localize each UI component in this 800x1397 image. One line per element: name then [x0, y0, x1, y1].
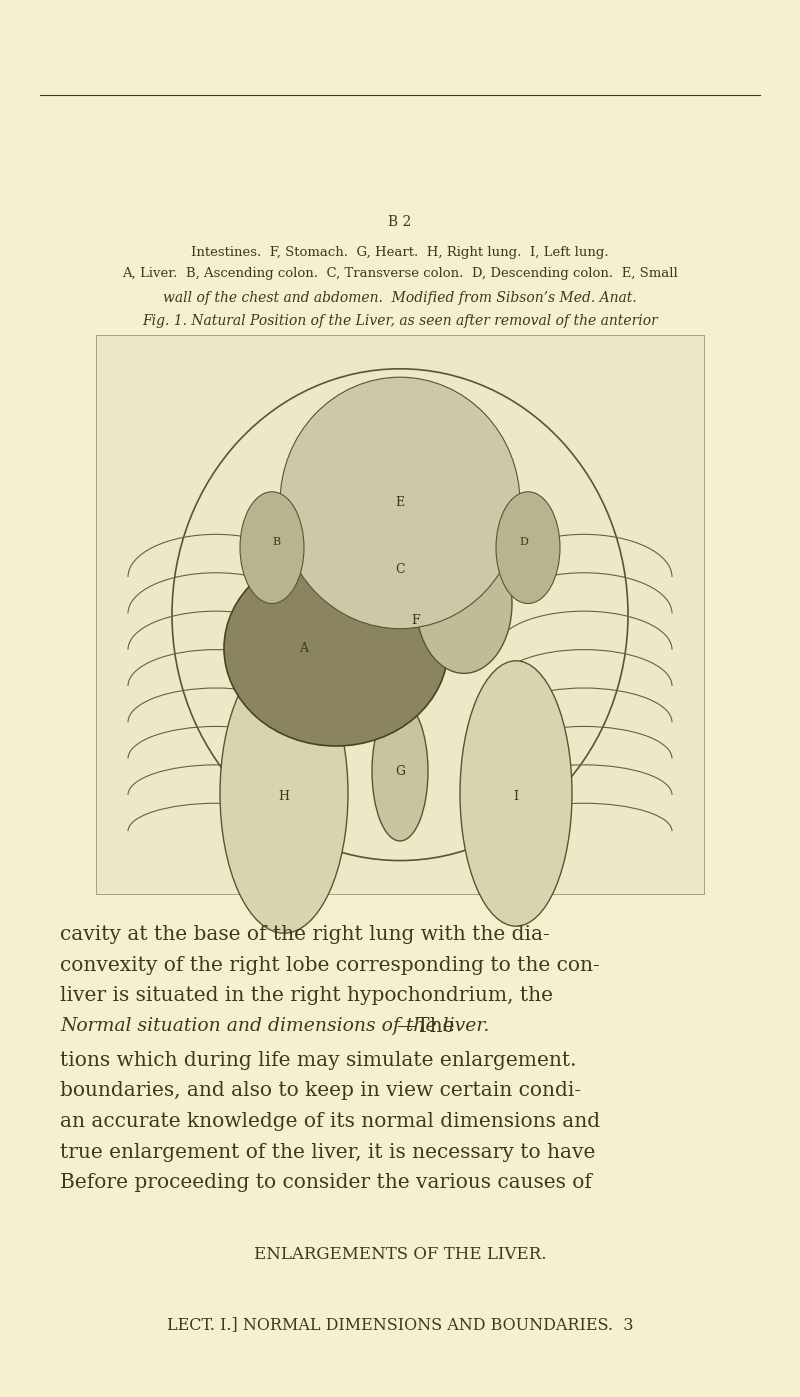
- Text: I: I: [514, 789, 518, 803]
- Text: E: E: [395, 496, 405, 510]
- Ellipse shape: [280, 377, 520, 629]
- Text: A, Liver.  B, Ascending colon.  C, Transverse colon.  D, Descending colon.  E, S: A, Liver. B, Ascending colon. C, Transve…: [122, 267, 678, 279]
- Ellipse shape: [224, 550, 448, 746]
- Text: LECT. I.] NORMAL DIMENSIONS AND BOUNDARIES.  3: LECT. I.] NORMAL DIMENSIONS AND BOUNDARI…: [166, 1316, 634, 1333]
- Text: A: A: [299, 641, 309, 655]
- Text: boundaries, and also to keep in view certain condi-: boundaries, and also to keep in view cer…: [60, 1081, 581, 1101]
- Text: cavity at the base of the right lung with the dia-: cavity at the base of the right lung wit…: [60, 925, 550, 944]
- Text: Fig. 1. Natural Position of the Liver, as seen after removal of the anterior: Fig. 1. Natural Position of the Liver, a…: [142, 314, 658, 328]
- Text: an accurate knowledge of its normal dimensions and: an accurate knowledge of its normal dime…: [60, 1112, 600, 1132]
- Text: Intestines.  F, Stomach.  G, Heart.  H, Right lung.  I, Left lung.: Intestines. F, Stomach. G, Heart. H, Rig…: [191, 246, 609, 258]
- Ellipse shape: [372, 701, 428, 841]
- Text: convexity of the right lobe corresponding to the con-: convexity of the right lobe correspondin…: [60, 956, 600, 975]
- Ellipse shape: [416, 534, 512, 673]
- Text: H: H: [278, 789, 290, 803]
- Text: C: C: [395, 563, 405, 577]
- Text: D: D: [519, 536, 529, 548]
- Text: B 2: B 2: [388, 215, 412, 229]
- Text: wall of the chest and abdomen.  Modified from Sibson’s Med. Anat.: wall of the chest and abdomen. Modified …: [163, 291, 637, 305]
- Text: F: F: [412, 613, 420, 627]
- Text: tions which during life may simulate enlargement.: tions which during life may simulate enl…: [60, 1051, 577, 1070]
- Ellipse shape: [240, 492, 304, 604]
- Text: liver is situated in the right hypochondrium, the: liver is situated in the right hypochond…: [60, 986, 553, 1006]
- Text: G: G: [395, 764, 405, 778]
- Bar: [96, 335, 704, 894]
- Text: —The: —The: [396, 1017, 454, 1037]
- Text: Before proceeding to consider the various causes of: Before proceeding to consider the variou…: [60, 1173, 592, 1193]
- Ellipse shape: [220, 654, 348, 933]
- Ellipse shape: [496, 492, 560, 604]
- Text: true enlargement of the liver, it is necessary to have: true enlargement of the liver, it is nec…: [60, 1143, 595, 1162]
- Text: Normal situation and dimensions of the liver.: Normal situation and dimensions of the l…: [60, 1017, 490, 1035]
- Text: B: B: [272, 536, 280, 548]
- Ellipse shape: [460, 661, 572, 926]
- Text: ENLARGEMENTS OF THE LIVER.: ENLARGEMENTS OF THE LIVER.: [254, 1246, 546, 1263]
